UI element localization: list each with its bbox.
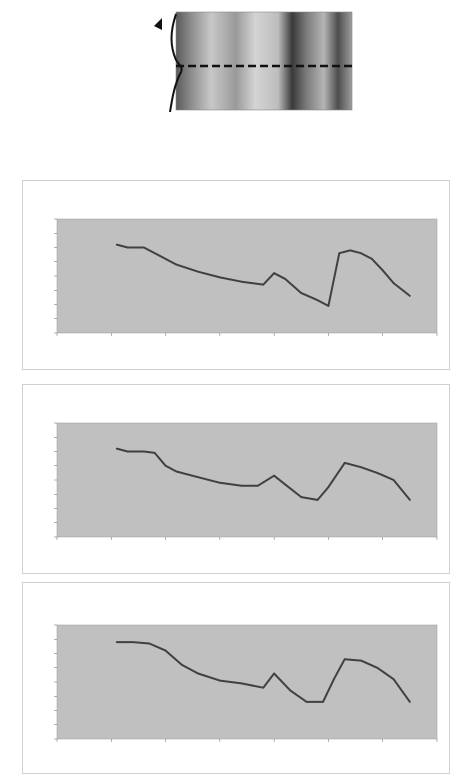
data-point	[327, 486, 330, 489]
data-point	[343, 462, 346, 464]
top-figure	[140, 4, 360, 154]
data-point	[273, 672, 276, 675]
data-point	[164, 649, 167, 652]
data-point	[240, 484, 243, 487]
data-point	[262, 283, 265, 286]
data-point	[218, 276, 221, 279]
chart-svg	[54, 422, 438, 540]
data-point	[153, 452, 156, 454]
data-point	[338, 252, 341, 255]
data-point	[218, 481, 221, 484]
data-point	[408, 701, 411, 703]
data-point	[316, 299, 319, 302]
data-point	[392, 282, 395, 285]
data-point	[360, 659, 362, 662]
data-point	[175, 470, 178, 473]
data-point	[240, 682, 243, 685]
data-point	[148, 642, 151, 645]
data-point	[327, 305, 330, 307]
data-point	[142, 246, 145, 249]
data-point	[115, 447, 118, 450]
data-point	[142, 450, 145, 453]
data-point	[360, 466, 362, 469]
data-point	[126, 246, 129, 249]
data-point	[197, 270, 200, 273]
data-point	[300, 496, 303, 498]
profile-curve	[169, 13, 183, 113]
grayscale-image	[175, 11, 353, 111]
line-chart-1	[22, 180, 450, 370]
data-point	[332, 678, 335, 681]
data-point	[376, 471, 379, 474]
plot-area	[56, 218, 438, 334]
data-point	[376, 666, 379, 669]
data-point	[262, 686, 265, 689]
data-point	[126, 450, 129, 453]
data-point	[159, 255, 162, 257]
chart-svg	[54, 218, 438, 336]
chart-svg	[54, 624, 438, 742]
series-line	[116, 447, 411, 501]
data-point	[360, 252, 362, 255]
data-point	[349, 249, 352, 252]
data-point	[392, 678, 395, 681]
plot-area	[56, 624, 438, 740]
line-chart-2	[22, 384, 450, 574]
data-point	[273, 474, 276, 477]
data-point	[392, 479, 395, 481]
data-point	[289, 689, 292, 692]
data-point	[115, 243, 118, 246]
data-point	[343, 658, 346, 661]
data-point	[256, 484, 259, 487]
data-point	[381, 269, 384, 272]
line-chart-3	[22, 582, 450, 774]
data-point	[316, 499, 319, 501]
data-point	[132, 641, 134, 643]
data-point	[197, 476, 200, 479]
data-point	[322, 701, 324, 703]
data-point	[115, 641, 118, 643]
data-point	[408, 295, 411, 297]
data-point	[197, 672, 200, 675]
top-figure-svg	[154, 11, 353, 113]
arrow-icon	[154, 18, 162, 30]
data-point	[175, 263, 178, 266]
data-point	[300, 292, 303, 294]
data-point	[305, 701, 308, 703]
data-point	[180, 664, 183, 666]
data-point	[284, 277, 286, 280]
data-point	[218, 679, 221, 682]
data-point	[164, 464, 167, 467]
data-point	[370, 258, 373, 260]
data-point	[240, 280, 243, 283]
data-point	[284, 483, 286, 486]
data-point	[273, 272, 276, 275]
data-point	[408, 499, 411, 501]
plot-area	[56, 422, 438, 538]
